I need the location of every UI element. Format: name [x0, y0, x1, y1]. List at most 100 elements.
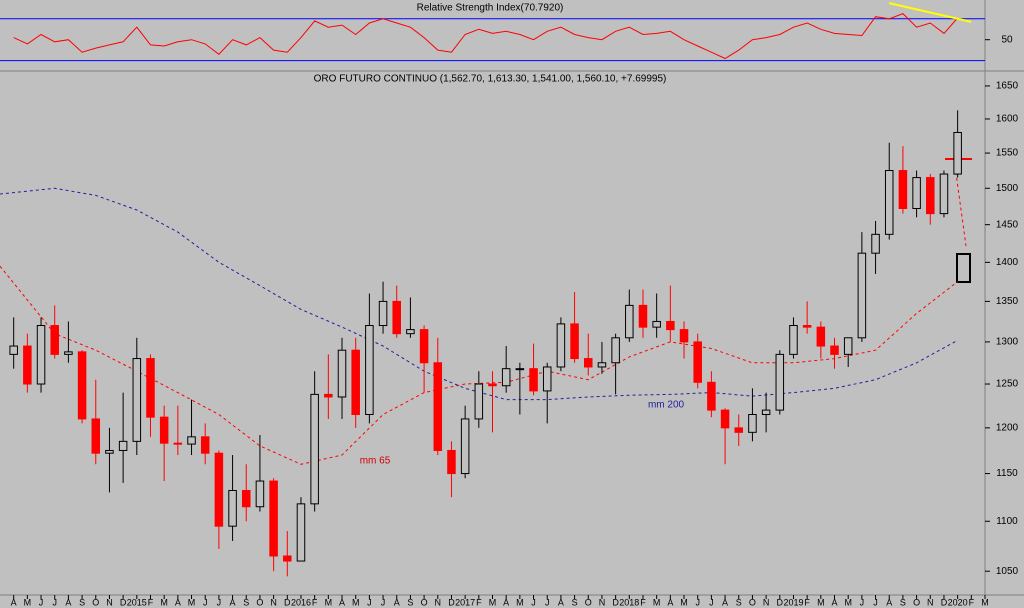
x-tick-label: D	[941, 597, 948, 607]
candle-body	[912, 177, 921, 209]
candle-body	[843, 337, 853, 355]
x-tick-label: N	[763, 597, 770, 607]
x-tick-label: M	[817, 597, 825, 607]
candle-body	[460, 418, 470, 475]
x-tick-label: J	[381, 597, 386, 607]
x-tick-label: O	[913, 597, 920, 607]
x-tick-label: M	[160, 597, 168, 607]
y-tick-label: 50	[1001, 34, 1013, 45]
candle-body	[255, 480, 265, 508]
candle-body	[515, 368, 525, 371]
candle-body	[830, 345, 839, 355]
x-tick-label: 2015	[127, 597, 147, 607]
candle-body	[378, 300, 388, 327]
y-tick-label: 1300	[996, 337, 1019, 348]
x-tick-label: M	[653, 597, 661, 607]
x-tick-label: 2017	[455, 597, 475, 607]
candle-body	[324, 393, 333, 398]
candle-body	[529, 368, 538, 392]
drawn-projection	[954, 165, 967, 247]
drawn-box	[956, 253, 971, 283]
candle-body	[187, 436, 196, 445]
x-tick-label: J	[709, 597, 714, 607]
x-tick-label: D	[777, 597, 784, 607]
candle-body	[570, 323, 579, 360]
x-tick-label: J	[217, 597, 222, 607]
candle-body	[775, 353, 785, 411]
x-tick-label: N	[106, 597, 113, 607]
candle-body	[91, 418, 101, 454]
x-tick-label: O	[749, 597, 756, 607]
y-tick-label: 1450	[996, 219, 1019, 230]
x-tick-label: F	[640, 597, 646, 607]
candle-body	[296, 503, 306, 562]
candle-body	[857, 252, 867, 339]
x-tick-label: S	[900, 597, 906, 607]
candle-body	[638, 304, 648, 328]
x-tick-label: J	[873, 597, 878, 607]
x-tick-label: A	[503, 597, 509, 607]
candle-body	[720, 409, 730, 429]
candle-body	[406, 329, 415, 335]
x-tick-label: S	[736, 597, 742, 607]
candle-body	[9, 345, 18, 355]
candle-body	[926, 177, 935, 215]
x-tick-label: M	[489, 597, 497, 607]
x-tick-label: M	[680, 597, 688, 607]
candle-body	[556, 323, 566, 368]
candle-body	[200, 436, 210, 454]
y-tick-label: 1350	[996, 296, 1019, 307]
x-tick-label: S	[572, 597, 578, 607]
y-tick-label: 1500	[996, 183, 1019, 194]
y-tick-label: 1150	[996, 468, 1018, 479]
candle-body	[447, 449, 456, 475]
x-tick-label: F	[312, 597, 318, 607]
x-tick-label: D	[284, 597, 291, 607]
x-tick-label: J	[367, 597, 372, 607]
x-tick-label: O	[92, 597, 99, 607]
x-tick-label: 2020	[948, 597, 968, 607]
x-tick-label: N	[270, 597, 277, 607]
x-tick-label: D	[448, 597, 455, 607]
candle-body	[269, 480, 278, 557]
candle-body	[584, 358, 593, 368]
candle-body	[501, 368, 511, 387]
candle-body	[50, 325, 59, 355]
x-tick-label: O	[585, 597, 592, 607]
x-tick-label: O	[421, 597, 428, 607]
x-tick-label: M	[325, 597, 333, 607]
x-tick-label: J	[531, 597, 536, 607]
y-tick-label: 1050	[996, 566, 1019, 577]
x-tick-label: O	[256, 597, 263, 607]
x-tick-label: S	[243, 597, 249, 607]
candle-body	[392, 300, 401, 335]
x-tick-label: M	[188, 597, 196, 607]
x-tick-label: N	[927, 597, 934, 607]
rsi-line	[13, 13, 958, 60]
candle-body	[36, 325, 46, 385]
candle-body	[365, 325, 374, 416]
x-tick-label: D	[120, 597, 127, 607]
moving-average	[0, 187, 958, 401]
ma-label: mm 65	[360, 456, 391, 467]
candle-body	[761, 409, 771, 416]
x-tick-label: M	[24, 597, 32, 607]
candle-body	[241, 489, 251, 508]
candle-body	[214, 452, 224, 527]
candle-body	[118, 440, 128, 451]
x-tick-label: A	[558, 597, 564, 607]
x-tick-label: 2019	[783, 597, 803, 607]
x-tick-label: A	[11, 597, 17, 607]
candle-body	[625, 304, 634, 339]
candle-body	[802, 325, 812, 328]
x-tick-label: F	[969, 597, 975, 607]
x-tick-label: M	[352, 597, 360, 607]
x-tick-label: J	[39, 597, 44, 607]
x-tick-label: A	[65, 597, 71, 607]
x-tick-label: M	[516, 597, 524, 607]
y-tick-label: 1100	[996, 516, 1018, 527]
x-tick-label: D	[612, 597, 619, 607]
candle-body	[283, 555, 292, 562]
candle-body	[789, 325, 798, 355]
